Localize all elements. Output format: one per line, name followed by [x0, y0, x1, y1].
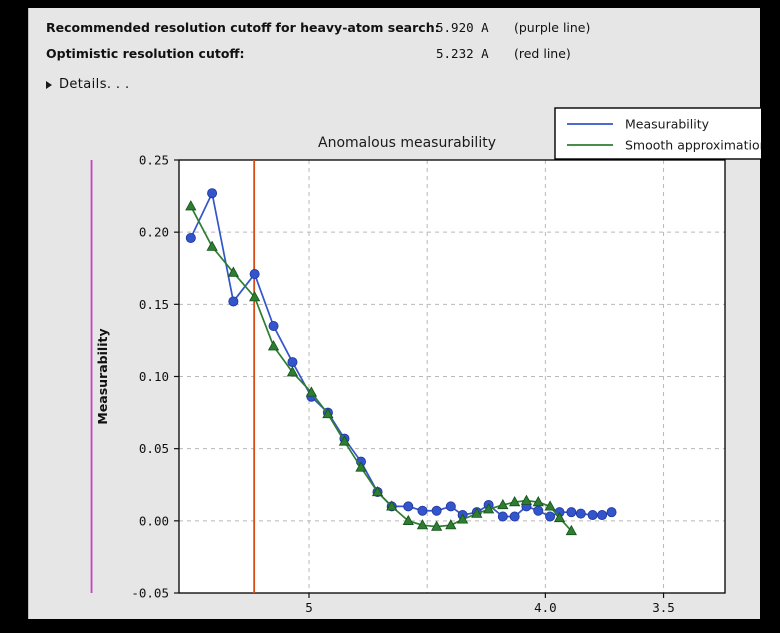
x-tick-label: 4.0 [534, 600, 557, 615]
chart-title: Anomalous measurability [318, 135, 496, 151]
y-tick-label: 0.25 [139, 153, 169, 168]
data-point [185, 232, 196, 243]
data-point [249, 291, 261, 302]
analysis-results-panel: Recommended resolution cutoff for heavy-… [28, 8, 761, 619]
data-point [431, 520, 443, 531]
x-tick-label: 3.5 [652, 600, 675, 615]
chart-svg: -0.050.000.050.100.150.200.2554.03.5Reso… [90, 107, 761, 616]
data-point [545, 511, 556, 522]
data-point [227, 266, 239, 277]
data-point [386, 500, 398, 511]
legend-label: Smooth approximation [625, 138, 761, 153]
data-point [286, 366, 299, 377]
data-point [532, 496, 544, 507]
data-point [338, 435, 351, 446]
data-point [553, 511, 566, 523]
cutoff-marker-lines [90, 160, 256, 593]
summary-row: Optimistic resolution cutoff: 5.232 A (r… [46, 46, 736, 72]
y-tick-label: 0.20 [139, 225, 169, 240]
data-point [403, 501, 414, 512]
data-point [371, 485, 384, 497]
y-tick-label: 0.15 [139, 297, 169, 312]
y-tick-label: -0.05 [131, 586, 169, 601]
data-point [497, 498, 509, 510]
data-point [565, 524, 577, 536]
data-point [445, 501, 456, 512]
data-point [431, 505, 442, 516]
data-point [587, 510, 598, 521]
data-point [207, 188, 218, 199]
data-point [509, 496, 521, 507]
data-point [471, 507, 483, 518]
details-label: Details. . . [59, 77, 130, 92]
data-point [509, 511, 520, 522]
anomalous-measurability-chart: -0.050.000.050.100.150.200.2554.03.5Reso… [29, 100, 761, 619]
data-point [457, 513, 469, 524]
y-tick-label: 0.05 [139, 441, 169, 456]
chart-gridlines [179, 160, 725, 593]
data-point [228, 296, 239, 307]
data-point [597, 510, 608, 521]
data-point [533, 505, 544, 516]
data-point [566, 507, 577, 518]
chart-axis-labels: -0.050.000.050.100.150.200.2554.03.5Reso… [95, 153, 675, 616]
optimistic-cutoff-note: (red line) [514, 46, 571, 61]
x-tick-label: 5 [305, 600, 313, 615]
resolution-cutoff-summary: Recommended resolution cutoff for heavy-… [46, 20, 736, 72]
y-tick-label: 0.00 [139, 513, 169, 528]
data-point [445, 519, 457, 530]
optimistic-cutoff-value: 5.232 A [436, 46, 489, 61]
optimistic-cutoff-label: Optimistic resolution cutoff: [46, 46, 245, 61]
data-point [268, 320, 279, 331]
series-smooth-approximation [185, 200, 577, 536]
data-point [305, 386, 317, 397]
recommended-cutoff-value: 5.920 A [436, 20, 489, 35]
chart-series-layer [185, 188, 617, 536]
data-point [606, 507, 617, 518]
data-point [497, 511, 508, 522]
data-point [544, 500, 556, 511]
summary-row: Recommended resolution cutoff for heavy-… [46, 20, 736, 46]
data-point [206, 240, 218, 251]
y-axis-title: Measurability [95, 328, 110, 424]
data-point [185, 200, 197, 211]
legend-box [554, 107, 761, 160]
data-point [520, 494, 533, 505]
data-point [483, 503, 495, 514]
data-point [575, 508, 586, 519]
chart-legend[interactable]: Measurability Smooth approximation [554, 107, 761, 160]
data-point [267, 340, 280, 351]
y-tick-label: 0.10 [139, 369, 169, 384]
data-point [355, 461, 367, 472]
chart-axis-ticks [174, 159, 665, 598]
details-disclosure-toggle[interactable]: Details. . . [46, 77, 130, 92]
data-point [249, 269, 260, 280]
data-point [322, 407, 334, 419]
data-point [417, 505, 428, 516]
disclosure-triangle-right-icon [46, 80, 52, 89]
data-point [416, 519, 429, 530]
legend-label: Measurability [625, 117, 710, 132]
recommended-cutoff-label: Recommended resolution cutoff for heavy-… [46, 20, 440, 35]
recommended-cutoff-note: (purple line) [514, 20, 591, 35]
data-point [287, 357, 298, 368]
data-point [402, 514, 414, 525]
